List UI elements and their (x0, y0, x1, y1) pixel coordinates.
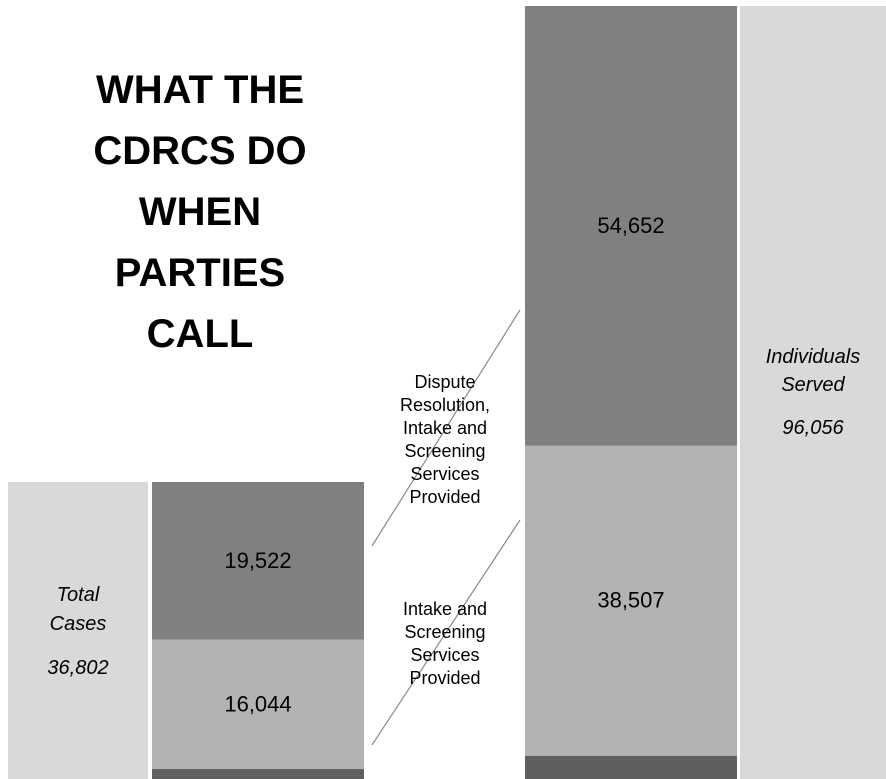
total-cases-label-line2: Cases (50, 613, 107, 635)
dispute-connector-line (371, 309, 521, 547)
headline-line: WHEN (138, 190, 262, 234)
total-cases-panel (8, 482, 148, 779)
callout-line: Provided (409, 668, 481, 688)
cases-intake-value-label: 16,044 (224, 691, 291, 716)
intake-callout: Intake and Screening Services Provided (380, 598, 510, 690)
headline-line: CDRCS DO (93, 129, 307, 173)
callout-line: Provided (409, 487, 481, 507)
cases-dispute-value-label: 19,522 (224, 548, 291, 573)
individuals-base-segment (525, 755, 737, 779)
dispute-callout: Dispute Resolution, Intake and Screening… (380, 371, 510, 509)
individuals-served-label-line2: Served (781, 374, 845, 396)
callout-line: Services (410, 645, 480, 665)
callout-line: Intake and (402, 418, 488, 438)
individuals-served-panel (740, 6, 886, 779)
headline-line: CALL (146, 312, 254, 356)
total-cases-label-line1: Total (57, 584, 100, 606)
callout-line: Intake and (402, 599, 488, 619)
cases-base-segment (152, 769, 364, 779)
individuals-served-value: 96,056 (782, 417, 844, 439)
callout-line: Screening (404, 622, 486, 642)
headline-line: WHAT THE (95, 68, 305, 112)
cases-intake-segment (152, 639, 364, 770)
cases-stacked-bar: 16,044 19,522 (152, 482, 364, 779)
callout-line: Services (410, 464, 480, 484)
individuals-intake-value-label: 38,507 (597, 588, 664, 613)
callout-line: Dispute (414, 372, 476, 392)
callout-line: Resolution, (399, 395, 491, 415)
individuals-stacked-bar: 38,507 54,652 (525, 6, 737, 779)
individuals-dispute-segment (525, 6, 737, 446)
total-cases-value: 36,802 (47, 657, 108, 679)
cases-dispute-segment (152, 482, 364, 640)
headline-line: PARTIES (114, 251, 286, 295)
intake-connector-line (371, 519, 521, 746)
individuals-served-label-line1: Individuals (766, 346, 861, 368)
callout-line: Screening (404, 441, 486, 461)
individuals-intake-segment (525, 445, 737, 756)
individuals-dispute-value-label: 54,652 (597, 213, 664, 238)
headline: WHAT THE CDRCS DO WHEN PARTIES CALL (40, 60, 360, 365)
